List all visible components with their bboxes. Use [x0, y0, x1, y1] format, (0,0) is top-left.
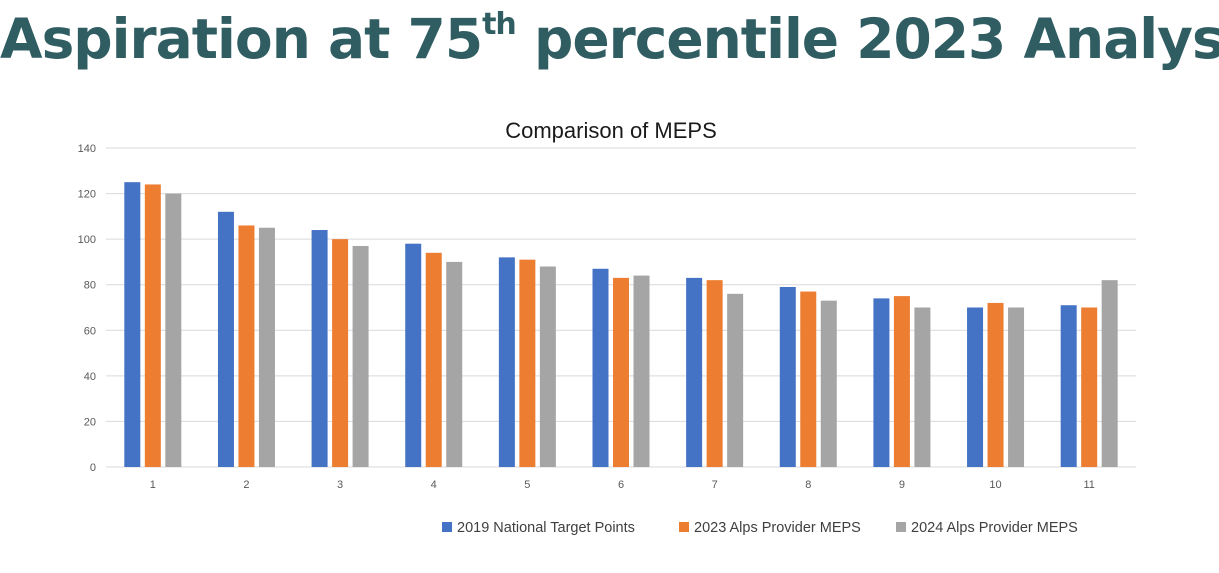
y-tick-label: 20 — [84, 416, 96, 428]
bar-series-2-cat-6 — [613, 277, 629, 467]
bar-series-3-cat-6 — [633, 275, 650, 467]
x-tick-label: 1 — [150, 479, 156, 491]
y-tick-label: 120 — [78, 189, 96, 201]
bar-series-3-cat-3 — [352, 245, 369, 467]
bar-series-1-cat-5 — [498, 257, 515, 467]
bar-series-2-cat-7 — [706, 280, 723, 467]
bar-series-2-cat-3 — [332, 239, 349, 467]
x-tick-label: 9 — [899, 479, 905, 491]
slide-title: Aspiration at 75th percentile 2023 Analy… — [0, 4, 1219, 74]
bar-series-2-cat-5 — [519, 259, 536, 467]
bar-series-1-cat-6 — [592, 268, 609, 467]
bar-series-1-cat-10 — [967, 307, 984, 467]
bar-series-1-cat-4 — [405, 243, 422, 467]
legend-swatch-2 — [679, 522, 689, 532]
bar-series-1-cat-8 — [779, 286, 796, 467]
bar-series-3-cat-4 — [446, 261, 463, 467]
chart-legend: 2019 National Target Points 2023 Alps Pro… — [442, 520, 1078, 536]
bar-series-2-cat-1 — [144, 184, 161, 467]
slide-title-rest: percentile 2023 Analysis — [515, 7, 1219, 71]
chart-title: Comparison of MEPS — [505, 118, 717, 143]
bar-series-3-cat-2 — [258, 227, 275, 467]
bar-series-3-cat-5 — [539, 266, 556, 467]
y-tick-label: 60 — [84, 325, 96, 337]
x-tick-label: 8 — [805, 479, 811, 491]
bar-series-3-cat-11 — [1101, 280, 1118, 467]
y-axis: 0 20 40 60 80 100 120 140 — [78, 143, 96, 474]
x-tick-label: 11 — [1083, 479, 1094, 491]
y-tick-label: 100 — [78, 234, 96, 246]
bar-series-1-cat-9 — [873, 298, 890, 467]
bar-series-3-cat-8 — [820, 300, 837, 467]
bar-series-1-cat-1 — [124, 182, 141, 467]
bar-series-1-cat-2 — [217, 211, 234, 467]
slide-title-main: Aspiration at 75 — [0, 7, 483, 71]
bar-series-2-cat-4 — [425, 252, 442, 467]
x-axis: 1 2 3 4 5 6 7 8 9 10 11 — [150, 479, 1095, 491]
bar-series-3-cat-7 — [727, 293, 744, 467]
y-tick-label: 140 — [78, 143, 96, 155]
y-tick-label: 0 — [90, 462, 96, 474]
bar-series-1-cat-11 — [1060, 305, 1077, 467]
bar-series-3-cat-10 — [1008, 307, 1025, 467]
legend-swatch-1 — [442, 522, 452, 532]
bar-series-2-cat-9 — [893, 296, 910, 467]
bar-series-2-cat-10 — [987, 302, 1004, 467]
x-tick-label: 4 — [431, 479, 437, 491]
bar-series-2-cat-8 — [800, 291, 817, 467]
legend-swatch-3 — [896, 522, 906, 532]
y-tick-label: 40 — [84, 371, 96, 383]
legend-label-3: 2024 Alps Provider MEPS — [911, 520, 1078, 536]
x-tick-label: 5 — [524, 479, 530, 491]
bar-series-1-cat-3 — [311, 230, 328, 467]
bar-series-1-cat-7 — [686, 277, 703, 467]
bar-series-2-cat-11 — [1081, 307, 1098, 467]
x-tick-label: 7 — [712, 479, 718, 491]
bar-series-2-cat-2 — [238, 225, 255, 467]
x-tick-label: 2 — [243, 479, 249, 491]
x-tick-label: 3 — [337, 479, 343, 491]
legend-label-1: 2019 National Target Points — [457, 520, 635, 536]
bar-series-3-cat-9 — [914, 307, 931, 467]
legend-label-2: 2023 Alps Provider MEPS — [694, 520, 861, 536]
slide-title-superscript: th — [482, 7, 517, 42]
x-tick-label: 6 — [618, 479, 624, 491]
y-tick-label: 80 — [84, 280, 96, 292]
chart-bars — [124, 182, 1118, 468]
bar-series-3-cat-1 — [165, 193, 182, 468]
x-tick-label: 10 — [989, 479, 1001, 491]
